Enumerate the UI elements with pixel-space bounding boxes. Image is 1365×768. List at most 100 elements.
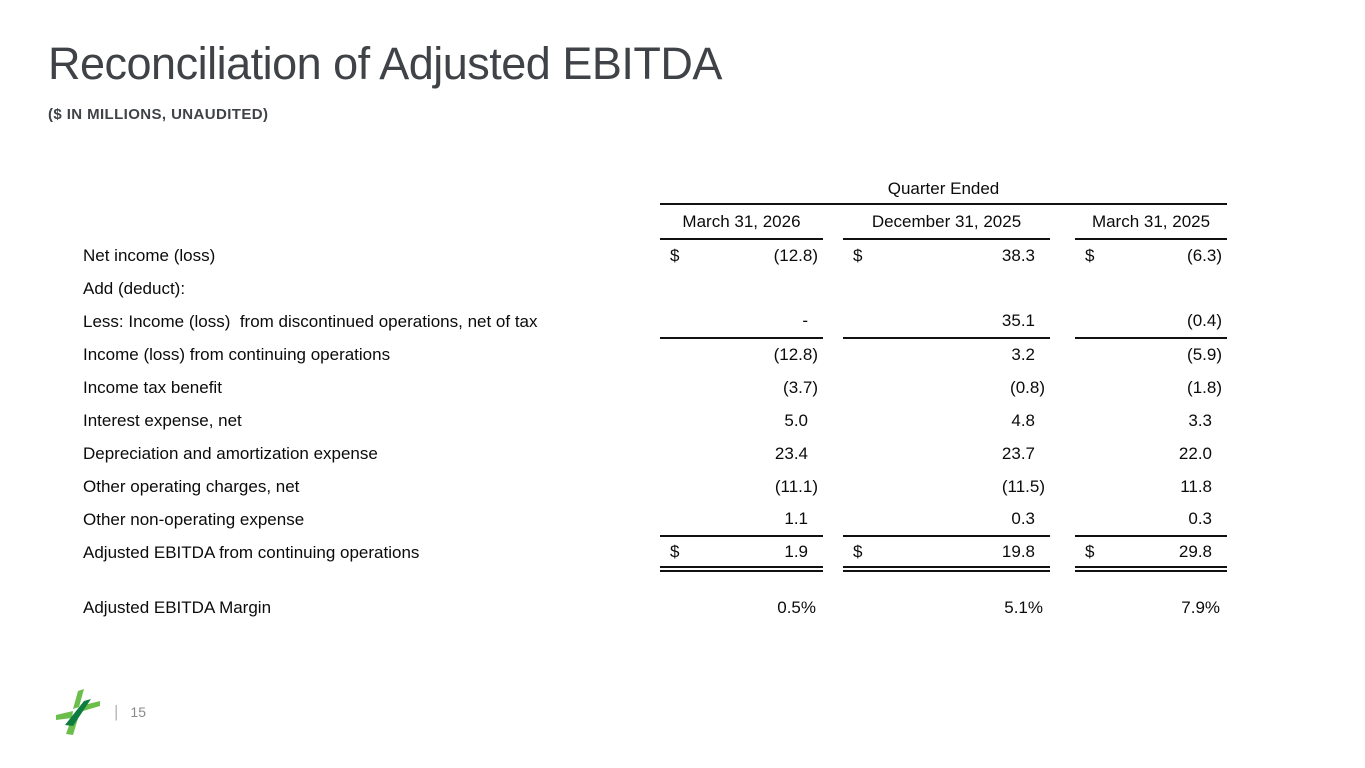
currency-symbol-cell	[843, 470, 875, 503]
value-cell	[690, 569, 823, 591]
value-cell: 22.0	[1178, 443, 1213, 463]
currency-symbol-cell	[843, 404, 875, 437]
currency-symbol-cell	[1075, 371, 1105, 404]
value-cell: (11.5)	[1001, 476, 1045, 496]
currency-symbol-cell	[660, 338, 690, 371]
currency-symbol-cell	[660, 404, 690, 437]
column-gap	[823, 437, 843, 470]
currency-symbol-cell	[843, 371, 875, 404]
column-gap	[823, 338, 843, 371]
page-number: 15	[130, 704, 146, 720]
column-gap	[823, 239, 843, 272]
currency-symbol-cell	[1075, 503, 1105, 537]
footer: | 15	[56, 688, 146, 736]
currency-symbol-cell	[660, 305, 690, 339]
logo-top-arm	[73, 689, 84, 709]
ebitda-reconciliation-table: Quarter Ended March 31, 2026 December 31…	[83, 174, 1228, 624]
value-cell: (12.8)	[773, 345, 818, 364]
currency-symbol-cell	[1075, 338, 1105, 371]
column-gap	[1050, 591, 1075, 624]
table-row: Less: Income (loss) from discontinued op…	[83, 305, 1228, 339]
table-row: Other operating charges, net (11.1) (11.…	[83, 470, 1227, 503]
table-row: Adjusted EBITDA from continuing operatio…	[83, 536, 1228, 572]
column-gap	[823, 272, 843, 305]
company-logo-icon	[56, 689, 100, 735]
currency-symbol-cell	[843, 272, 875, 305]
column-gap	[823, 470, 843, 503]
value-cell: 35.1	[875, 305, 1050, 339]
column-header-dec-2025: December 31, 2025	[843, 204, 1050, 240]
column-gap	[1050, 371, 1075, 404]
row-label	[83, 569, 660, 591]
value-cell: 4.8	[1011, 410, 1035, 430]
page-subtitle: ($ IN MILLIONS, UNAUDITED)	[48, 106, 269, 123]
value-cell: 5.1%	[1004, 597, 1043, 617]
currency-symbol-cell	[660, 437, 690, 470]
value-cell: 5.0	[784, 410, 808, 430]
column-gap	[1050, 536, 1075, 569]
value-cell: 11.8	[1180, 476, 1213, 496]
value-cell: (3.7)	[783, 377, 818, 397]
value-cell	[875, 569, 1050, 591]
column-gap	[1050, 437, 1075, 470]
row-label: Add (deduct):	[83, 278, 186, 298]
currency-symbol-cell	[660, 272, 690, 305]
column-gap	[1050, 338, 1075, 371]
value-cell	[1105, 569, 1227, 591]
column-gap	[823, 536, 843, 569]
column-gap	[823, 204, 843, 239]
column-gap	[1050, 272, 1075, 305]
footer-separator: |	[114, 702, 119, 721]
value-cell: (12.8)	[773, 246, 818, 265]
table-row: Net income (loss) $ (12.8) $ 38.3 $ (6.3…	[83, 239, 1227, 272]
currency-symbol-cell: $	[1085, 246, 1095, 265]
row-label: Less: Income (loss) from discontinued op…	[83, 311, 538, 331]
value-cell: (11.1)	[774, 476, 818, 496]
value-cell: 0.3	[875, 503, 1050, 537]
column-gap	[823, 591, 843, 624]
header-spacer-cell	[83, 174, 660, 204]
currency-symbol-cell	[1075, 470, 1105, 503]
row-label: Income tax benefit	[83, 377, 222, 397]
group-header-label: Quarter Ended	[660, 174, 1228, 205]
table-row	[83, 569, 1227, 591]
currency-symbol-cell	[843, 338, 875, 371]
currency-symbol-cell: $	[660, 536, 690, 572]
column-gap	[1050, 404, 1075, 437]
table-row: Other non-operating expense 1.1 0.3 0.3	[83, 503, 1228, 537]
currency-symbol-cell	[660, 371, 690, 404]
row-label: Other operating charges, net	[83, 476, 300, 496]
currency-symbol-cell	[843, 569, 875, 591]
currency-symbol-cell	[660, 569, 690, 591]
currency-symbol-cell	[1075, 437, 1105, 470]
row-label: Interest expense, net	[83, 410, 242, 430]
currency-symbol-cell	[1075, 305, 1105, 339]
table-row: Adjusted EBITDA Margin 0.5% 5.1% 7.9%	[83, 591, 1227, 624]
column-gap	[1050, 503, 1075, 536]
row-label: Depreciation and amortization expense	[83, 443, 378, 463]
currency-symbol-cell	[660, 591, 690, 624]
row-label: Income (loss) from continuing operations	[83, 344, 391, 364]
table-row: Depreciation and amortization expense 23…	[83, 437, 1227, 470]
currency-symbol-cell: $	[853, 246, 863, 265]
value-cell: 0.3	[1105, 503, 1228, 537]
column-gap	[823, 404, 843, 437]
row-label: Net income (loss)	[83, 245, 216, 265]
column-gap	[823, 371, 843, 404]
value-cell	[690, 272, 823, 305]
column-gap	[1050, 569, 1075, 591]
column-gap	[823, 569, 843, 591]
value-cell: (1.8)	[1187, 377, 1223, 397]
table-row: Interest expense, net 5.0 4.8 3.3	[83, 404, 1227, 437]
table-row: Income tax benefit (3.7) (0.8) (1.8)	[83, 371, 1227, 404]
currency-symbol-cell	[1075, 404, 1105, 437]
currency-symbol-cell	[843, 591, 875, 624]
currency-symbol-cell	[843, 305, 875, 339]
value-cell: 1.1	[690, 503, 823, 537]
currency-symbol-cell: $	[1075, 536, 1105, 572]
row-label: Adjusted EBITDA Margin	[83, 597, 272, 617]
table-row: Income (loss) from continuing operations…	[83, 338, 1227, 371]
logo-right-arm	[83, 701, 100, 711]
column-gap	[823, 503, 843, 536]
